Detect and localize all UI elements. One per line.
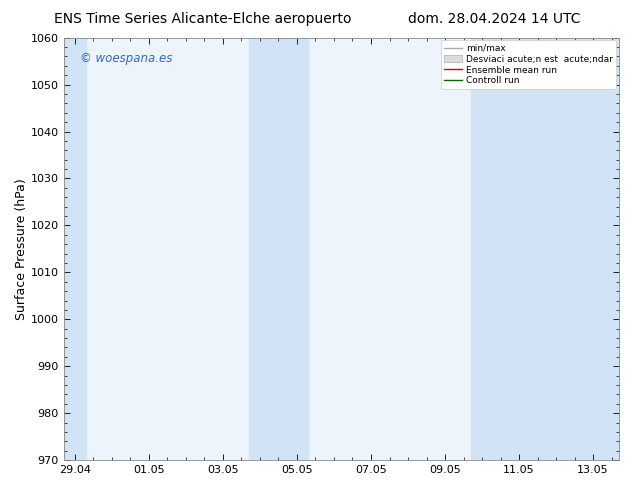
Text: dom. 28.04.2024 14 UTC: dom. 28.04.2024 14 UTC <box>408 12 581 26</box>
Y-axis label: Surface Pressure (hPa): Surface Pressure (hPa) <box>15 178 28 320</box>
Legend: min/max, Desviaci acute;n est  acute;ndar, Ensemble mean run, Controll run: min/max, Desviaci acute;n est acute;ndar… <box>441 40 616 89</box>
Text: ENS Time Series Alicante-Elche aeropuerto: ENS Time Series Alicante-Elche aeropuert… <box>54 12 352 26</box>
Bar <box>64 38 86 460</box>
Bar <box>471 38 619 460</box>
Text: © woespana.es: © woespana.es <box>81 52 173 65</box>
Bar <box>249 38 308 460</box>
